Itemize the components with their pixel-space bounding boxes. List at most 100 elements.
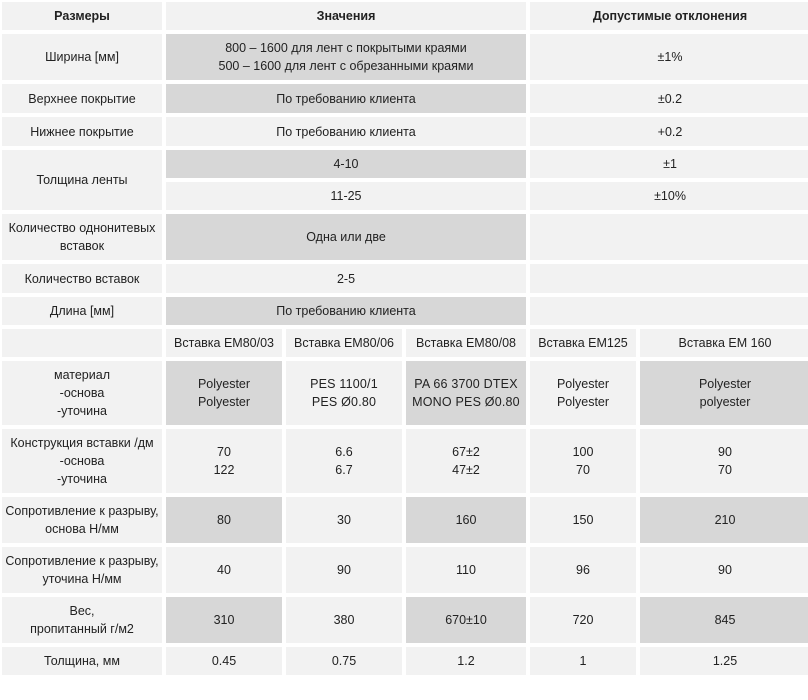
material-em125-weft: Polyester bbox=[556, 395, 610, 409]
tensile-weft-em80-08: 110 bbox=[406, 547, 526, 593]
material-em80-08-weft: MONO PES Ø0.80 bbox=[412, 395, 520, 409]
material-label-line1: материал bbox=[54, 368, 110, 382]
top-cover-value: По требованию клиента bbox=[166, 84, 526, 113]
row-insert-thickness: Толщина, мм 0.45 0.75 1.2 1 1.25 bbox=[2, 647, 808, 675]
tensile-warp-em80-06: 30 bbox=[286, 497, 402, 543]
row-top-cover: Верхнее покрытие По требованию клиента ±… bbox=[2, 84, 808, 113]
tensile-weft-label-line2: уточина Н/мм bbox=[42, 572, 122, 586]
tensile-warp-em80-08: 160 bbox=[406, 497, 526, 543]
construction-em125: 100 70 bbox=[530, 429, 636, 493]
belt-thickness-value2: 11-25 bbox=[166, 182, 526, 210]
insert-header-em80-08: Вставка EM80/08 bbox=[406, 329, 526, 357]
bottom-cover-tolerance: +0.2 bbox=[530, 117, 808, 146]
tensile-warp-label: Сопротивление к разрыву, основа Н/мм bbox=[2, 497, 162, 543]
weight-em125: 720 bbox=[530, 597, 636, 643]
top-cover-tolerance: ±0.2 bbox=[530, 84, 808, 113]
material-em160-warp: Polyester bbox=[698, 377, 752, 391]
header-row: Размеры Значения Допустимые отклонения bbox=[2, 2, 808, 30]
insert-thickness-em80-08: 1.2 bbox=[406, 647, 526, 675]
material-em80-08: PA 66 3700 DTEX MONO PES Ø0.80 bbox=[406, 361, 526, 425]
construction-em80-08-warp: 67±2 bbox=[452, 445, 480, 459]
row-tensile-warp: Сопротивление к разрыву, основа Н/мм 80 … bbox=[2, 497, 808, 543]
construction-em80-06: 6.6 6.7 bbox=[286, 429, 402, 493]
row-construction: Конструкция вставки /дм -основа -уточина… bbox=[2, 429, 808, 493]
spec-table: Размеры Значения Допустимые отклонения Ш… bbox=[2, 2, 808, 675]
construction-em160-weft: 70 bbox=[718, 463, 732, 477]
width-value-line2: 500 – 1600 для лент с обрезанными краями bbox=[218, 59, 474, 73]
length-label: Длина [мм] bbox=[2, 297, 162, 325]
single-inserts-tolerance bbox=[530, 214, 808, 260]
material-em160-weft: polyester bbox=[699, 395, 751, 409]
construction-em80-08: 67±2 47±2 bbox=[406, 429, 526, 493]
material-em80-06: PES 1100/1 PES Ø0.80 bbox=[286, 361, 402, 425]
insert-count-tolerance bbox=[530, 264, 808, 293]
insert-count-value: 2-5 bbox=[166, 264, 526, 293]
material-em80-03: Polyester Polyester bbox=[166, 361, 282, 425]
tensile-warp-em125: 150 bbox=[530, 497, 636, 543]
insert-thickness-em160: 1.25 bbox=[640, 647, 808, 675]
tensile-warp-em80-03: 80 bbox=[166, 497, 282, 543]
insert-header-em160: Вставка EM 160 bbox=[640, 329, 808, 357]
row-thickness-2: 11-25 ±10% bbox=[2, 182, 808, 210]
width-label: Ширина [мм] bbox=[2, 34, 162, 80]
construction-label: Конструкция вставки /дм -основа -уточина bbox=[2, 429, 162, 493]
insert-header-em125: Вставка EM125 bbox=[530, 329, 636, 357]
weight-em160: 845 bbox=[640, 597, 808, 643]
bottom-cover-label: Нижнее покрытие bbox=[2, 117, 162, 146]
insert-thickness-em80-06: 0.75 bbox=[286, 647, 402, 675]
header-values: Значения bbox=[166, 2, 526, 30]
weight-label-line2: пропитанный г/м2 bbox=[30, 622, 134, 636]
single-inserts-label-line1: Количество однонитевых bbox=[8, 221, 156, 235]
material-label-line3: -уточина bbox=[56, 404, 108, 418]
width-value: 800 – 1600 для лент с покрытыми краями 5… bbox=[166, 34, 526, 80]
weight-label-line1: Вес, bbox=[69, 604, 95, 618]
construction-label-line1: Конструкция вставки /дм bbox=[10, 436, 154, 450]
insert-header-em80-06: Вставка EM80/06 bbox=[286, 329, 402, 357]
tensile-warp-label-line2: основа Н/мм bbox=[45, 522, 119, 536]
row-thickness-1: Толщина ленты 4-10 ±1 bbox=[2, 150, 808, 210]
row-material: материал -основа -уточина Polyester Poly… bbox=[2, 361, 808, 425]
material-em125-warp: Polyester bbox=[556, 377, 610, 391]
row-bottom-cover: Нижнее покрытие По требованию клиента +0… bbox=[2, 117, 808, 146]
width-tolerance: ±1% bbox=[530, 34, 808, 80]
header-tolerances: Допустимые отклонения bbox=[530, 2, 808, 30]
tensile-weft-em80-06: 90 bbox=[286, 547, 402, 593]
tensile-weft-em125: 96 bbox=[530, 547, 636, 593]
material-label-line2: -основа bbox=[59, 386, 105, 400]
material-em80-08-warp: PA 66 3700 DTEX bbox=[414, 377, 518, 391]
row-insert-count: Количество вставок 2-5 bbox=[2, 264, 808, 293]
construction-em80-06-warp: 6.6 bbox=[335, 445, 353, 459]
belt-thickness-label: Толщина ленты bbox=[2, 150, 162, 210]
tensile-weft-em160: 90 bbox=[640, 547, 808, 593]
length-tolerance bbox=[530, 297, 808, 325]
construction-em80-03-warp: 70 bbox=[217, 445, 231, 459]
tensile-warp-em160: 210 bbox=[640, 497, 808, 543]
row-single-inserts: Количество однонитевых вставок Одна или … bbox=[2, 214, 808, 260]
inserts-header-empty bbox=[2, 329, 162, 357]
header-sizes: Размеры bbox=[2, 2, 162, 30]
insert-header-em80-03: Вставка EM80/03 bbox=[166, 329, 282, 357]
row-width: Ширина [мм] 800 – 1600 для лент с покрыт… bbox=[2, 34, 808, 80]
construction-em160-warp: 90 bbox=[718, 445, 732, 459]
material-em125: Polyester Polyester bbox=[530, 361, 636, 425]
construction-em125-warp: 100 bbox=[572, 445, 594, 459]
single-inserts-label: Количество однонитевых вставок bbox=[2, 214, 162, 260]
construction-em80-08-weft: 47±2 bbox=[452, 463, 480, 477]
tensile-weft-label-line1: Сопротивление к разрыву, bbox=[5, 554, 159, 568]
weight-em80-06: 380 bbox=[286, 597, 402, 643]
construction-em80-06-weft: 6.7 bbox=[335, 463, 353, 477]
top-cover-label: Верхнее покрытие bbox=[2, 84, 162, 113]
single-inserts-label-line2: вставок bbox=[59, 239, 105, 253]
row-tensile-weft: Сопротивление к разрыву, уточина Н/мм 40… bbox=[2, 547, 808, 593]
weight-label: Вес, пропитанный г/м2 bbox=[2, 597, 162, 643]
tensile-weft-em80-03: 40 bbox=[166, 547, 282, 593]
insert-thickness-em80-03: 0.45 bbox=[166, 647, 282, 675]
single-inserts-value: Одна или две bbox=[166, 214, 526, 260]
tensile-weft-label: Сопротивление к разрыву, уточина Н/мм bbox=[2, 547, 162, 593]
construction-label-line2: -основа bbox=[59, 454, 105, 468]
insert-thickness-em125: 1 bbox=[530, 647, 636, 675]
belt-thickness-value1: 4-10 bbox=[166, 150, 526, 178]
row-length: Длина [мм] По требованию клиента bbox=[2, 297, 808, 325]
construction-em80-03-weft: 122 bbox=[213, 463, 235, 477]
